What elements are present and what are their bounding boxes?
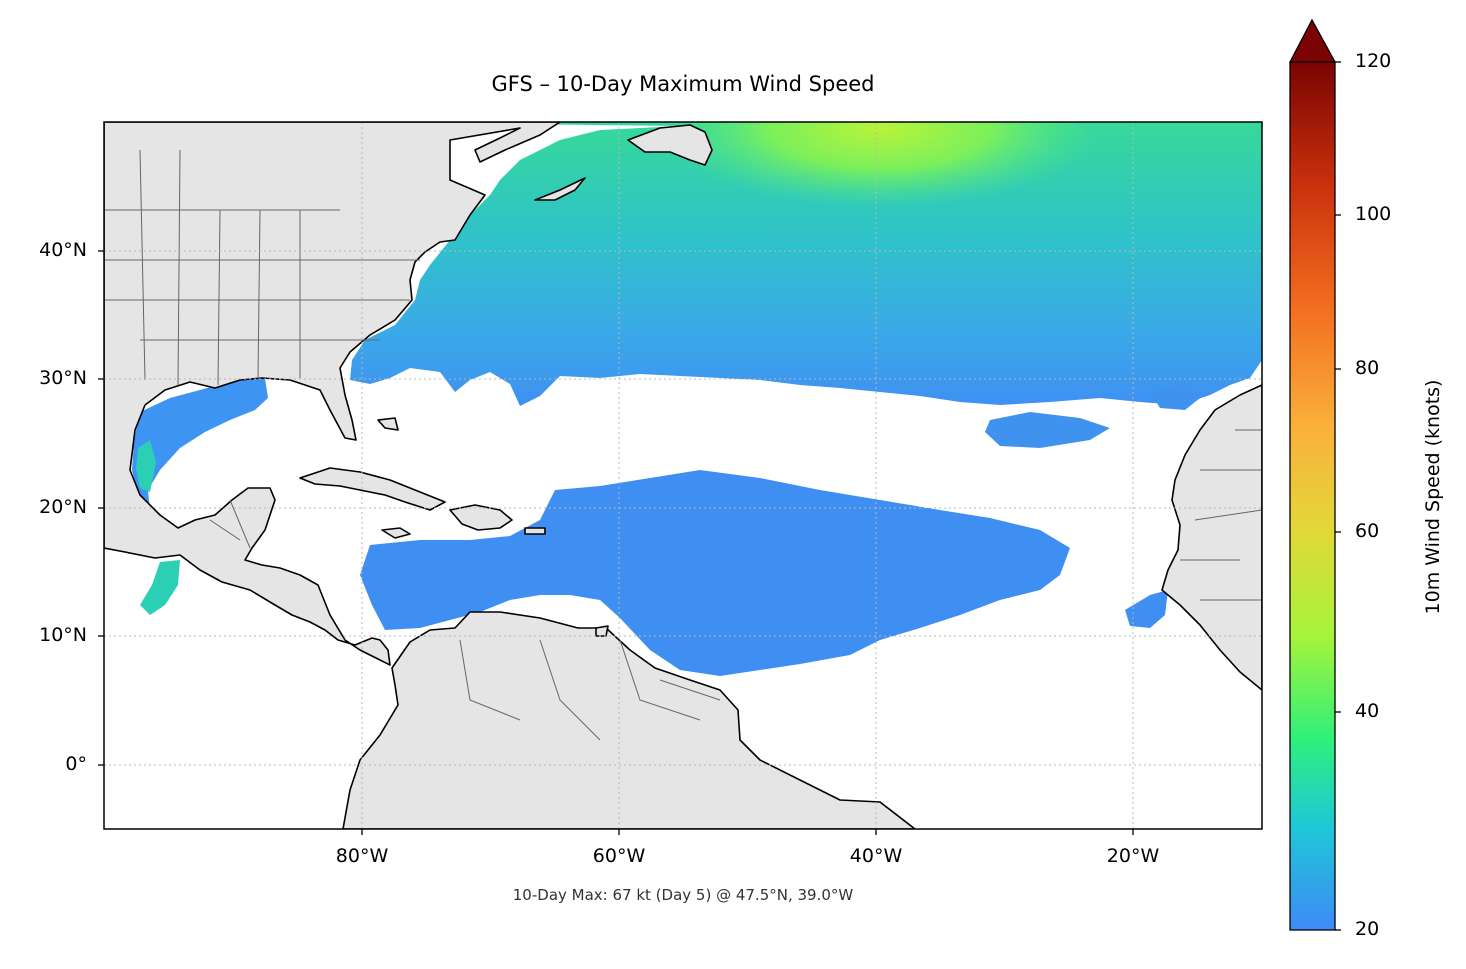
cuba: [299, 467, 446, 511]
north-america: [104, 122, 561, 666]
newfoundland: [627, 124, 713, 166]
nova-scotia: [534, 177, 586, 201]
wind-pacific-strip: [140, 560, 180, 615]
wind-patch-africa: [1125, 590, 1168, 628]
colorbar-tick-120: 120: [1355, 50, 1392, 72]
jamaica: [381, 527, 411, 539]
colorbar-tick-80: 80: [1355, 357, 1380, 379]
lat-label-20n: 20°N: [39, 496, 87, 518]
colorbar-ticks: [1335, 61, 1341, 931]
lon-label-60w: 60°W: [592, 845, 646, 867]
gridlines: [104, 122, 1262, 829]
lat-label-0: 0°: [65, 753, 87, 775]
land-masses: [104, 122, 1262, 829]
lat-label-30n: 30°N: [39, 367, 87, 389]
map-ticks: [98, 250, 1134, 835]
wind-field-tropical: [360, 470, 1070, 676]
puerto-rico: [524, 527, 546, 535]
africa: [1161, 384, 1262, 691]
lon-label-40w: 40°W: [849, 845, 903, 867]
max-wind-footer: 10-Day Max: 67 kt (Day 5) @ 47.5°N, 39.0…: [512, 886, 854, 904]
lon-label-80w: 80°W: [335, 845, 389, 867]
lon-label-20w: 20°W: [1106, 845, 1160, 867]
colorbar-tick-40: 40: [1355, 700, 1380, 722]
trinidad: [595, 625, 609, 637]
colorbar-label: 10m Wind Speed (knots): [1422, 379, 1444, 615]
colorbar-extend-arrow: [1288, 18, 1337, 63]
colorbar-tick-60: 60: [1355, 520, 1380, 542]
map-frame: [103, 121, 1263, 830]
wind-patch-far-east: [1150, 385, 1200, 410]
south-america: [342, 611, 916, 829]
lat-label-40n: 40°N: [39, 239, 87, 261]
map-title: GFS – 10-Day Maximum Wind Speed: [491, 72, 875, 96]
colorbar-tick-20: 20: [1355, 918, 1380, 940]
wind-patch-east: [985, 412, 1110, 448]
lat-label-10n: 10°N: [39, 624, 87, 646]
hispaniola: [449, 504, 513, 531]
bahamas: [377, 417, 399, 431]
wind-field-gulf: [132, 378, 268, 510]
colorbar-gradient: [1290, 62, 1335, 930]
wind-max-region: [660, 122, 1100, 240]
wind-gulf-coast-strip: [136, 440, 156, 492]
colorbar-tick-100: 100: [1355, 203, 1392, 225]
political-borders: [104, 149, 1262, 741]
colorbar-frame: [1289, 62, 1336, 931]
